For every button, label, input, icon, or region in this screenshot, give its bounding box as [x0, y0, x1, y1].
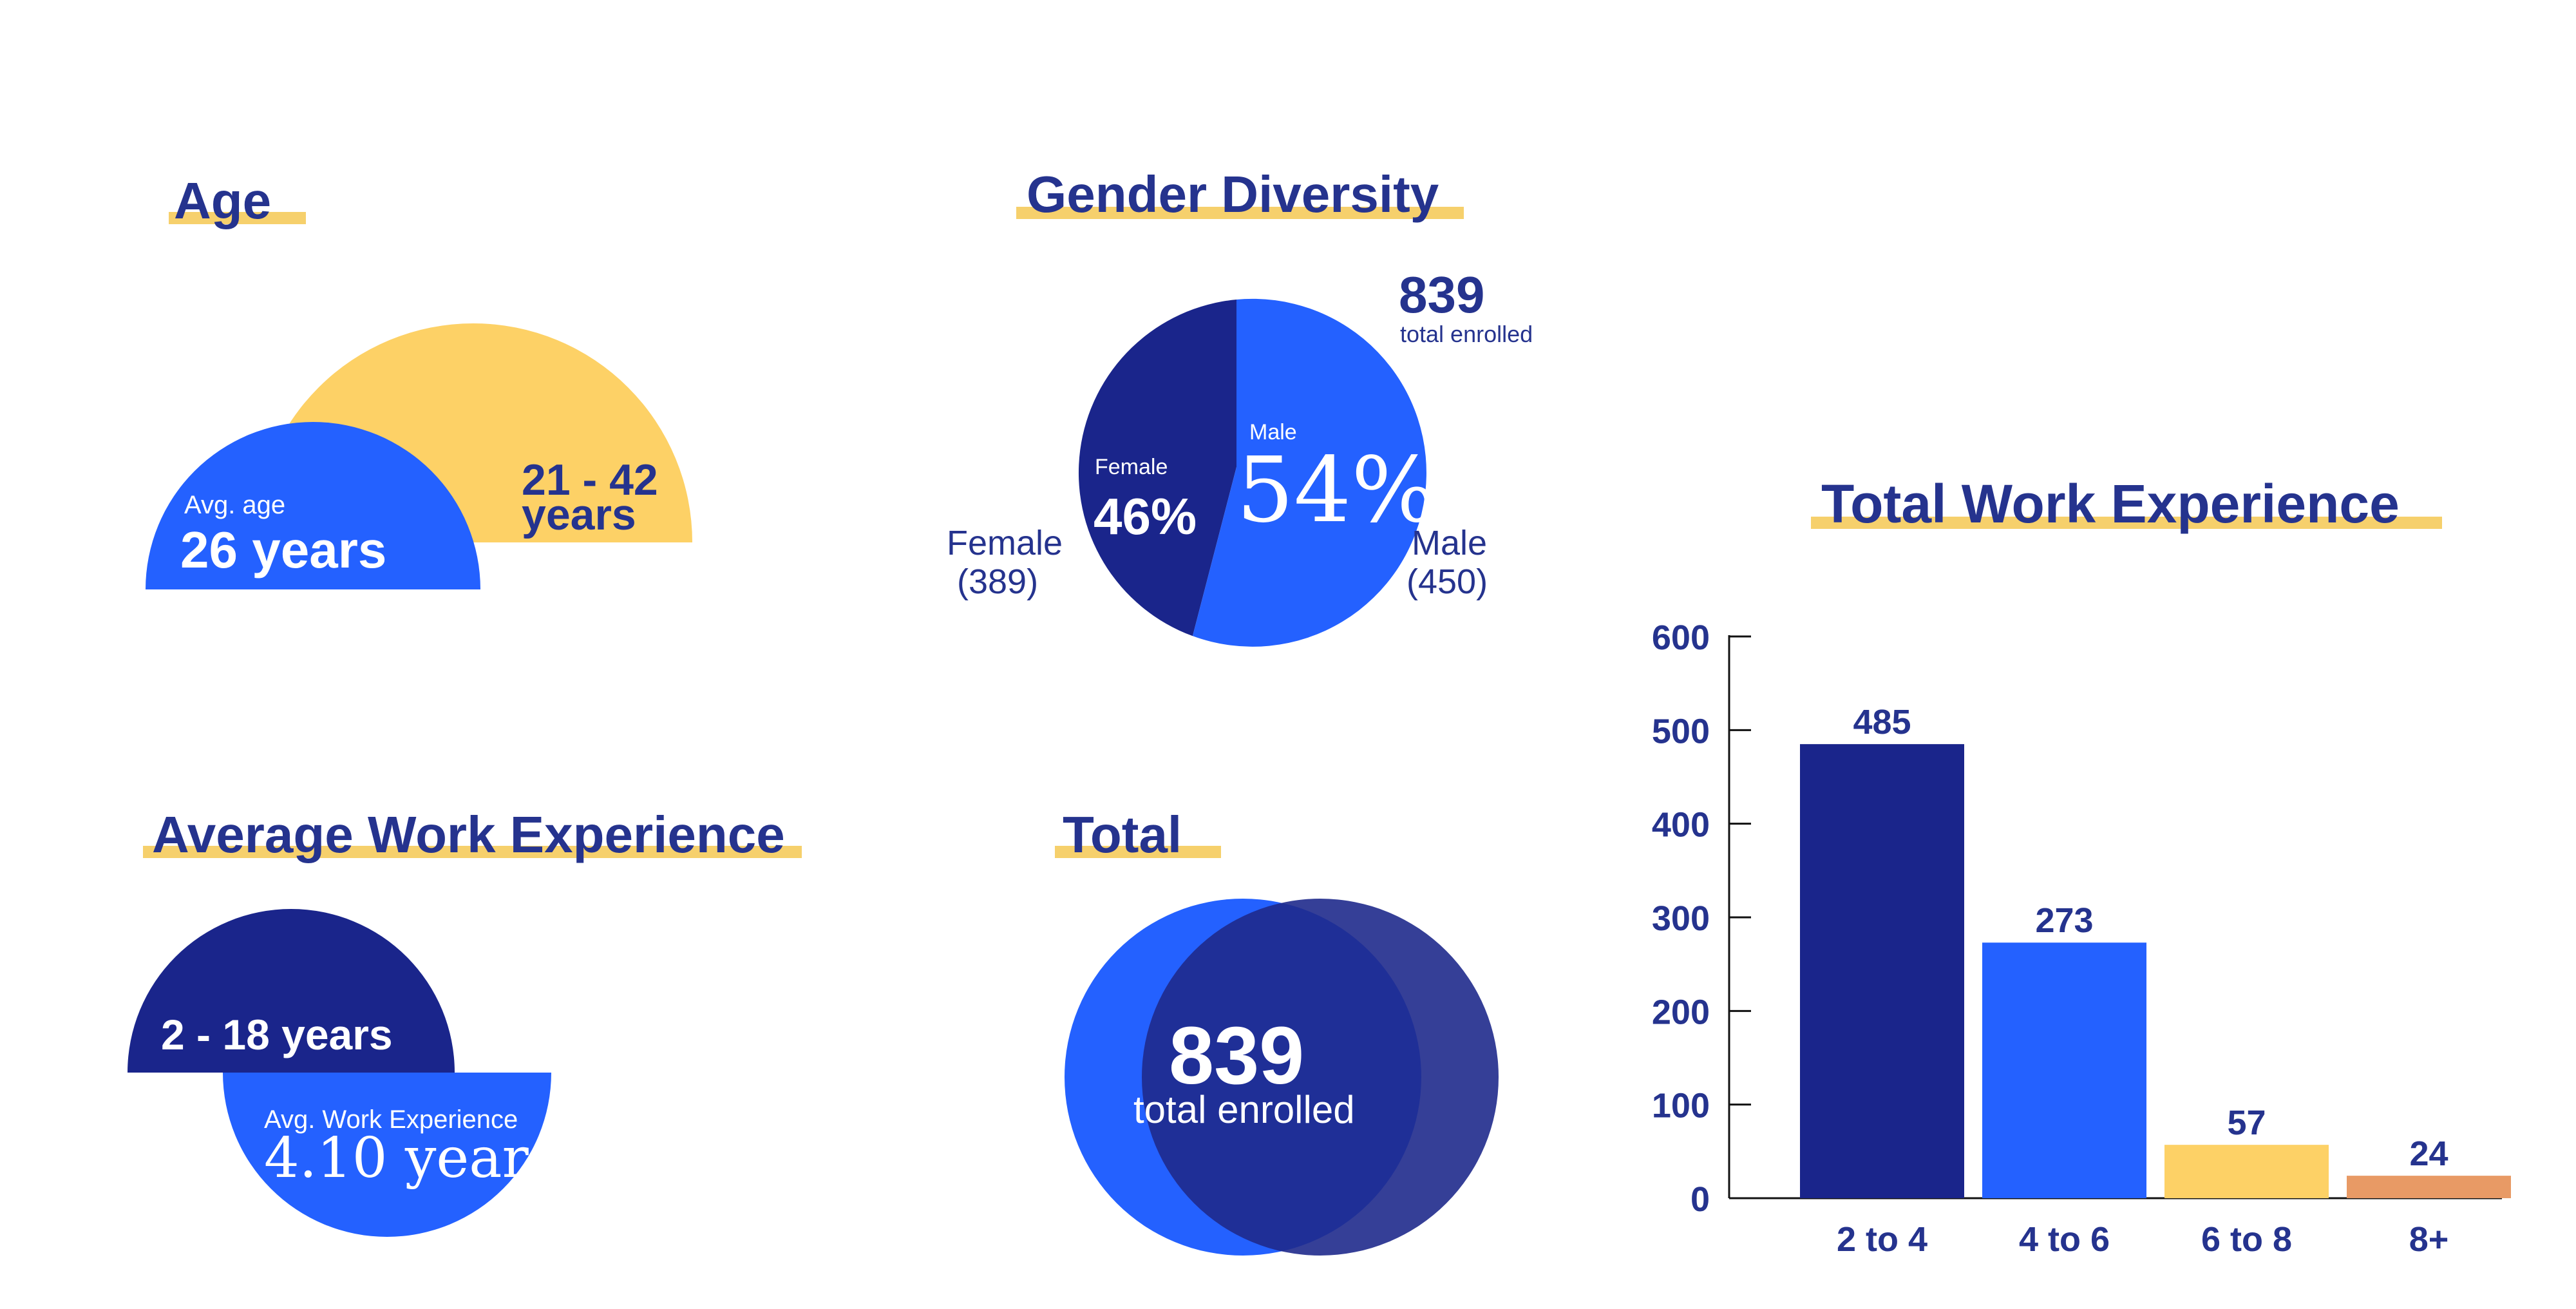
age-avg-value: 26 years: [180, 521, 387, 578]
age-avg-semicircle: [146, 422, 480, 589]
avg-work-range-semicircle: [128, 909, 455, 1073]
x-tick-label: 4 to 6: [2019, 1220, 2110, 1259]
bar-1: [1800, 744, 1964, 1198]
age-range-line1: 21 - 42: [522, 455, 658, 504]
bar-value-label: 57: [2227, 1104, 2266, 1142]
age-title: Age: [174, 172, 272, 229]
avg-work-avg-value: 4.10 years: [264, 1126, 557, 1190]
bar-2: [1982, 942, 2146, 1198]
age-avg-label: Avg. age: [184, 491, 286, 519]
gender-total-value: 839: [1399, 266, 1485, 323]
y-tick-label: 600: [1652, 618, 1710, 657]
bar-3: [2164, 1145, 2329, 1198]
pie-slice-male: [1192, 298, 1426, 647]
total-label: total enrolled: [1133, 1088, 1355, 1131]
gender-total-label: total enrolled: [1400, 321, 1533, 347]
female-outer-label: Female: [947, 524, 1063, 562]
avg-work-avg-label: Avg. Work Experience: [264, 1105, 518, 1134]
total-title-underline: [1055, 846, 1221, 858]
x-tick-label: 2 to 4: [1837, 1220, 1927, 1259]
total-title: Total: [1063, 806, 1182, 863]
bar-value-label: 24: [2409, 1134, 2448, 1173]
age-title-underline: [169, 212, 306, 224]
pie-male-inner-label: Male: [1249, 420, 1297, 444]
avg-work-avg-semicircle: [223, 1073, 551, 1237]
pie-slice-female: [1078, 300, 1236, 636]
bar-chart-ticks: 0 100 200 300 400 500 600: [1652, 618, 1751, 1219]
bar-chart-labels: 485 2 to 4 273 4 to 6 57 6 to 8 24 8+: [1837, 703, 2448, 1259]
pie-male-percent: 54%: [1236, 438, 1437, 543]
y-tick-label: 100: [1652, 1087, 1710, 1125]
female-count: (389): [957, 562, 1039, 601]
age-range-line2: years: [522, 490, 636, 539]
male-count: (450): [1406, 562, 1488, 601]
y-tick-label: 300: [1652, 899, 1710, 938]
y-tick-label: 0: [1690, 1180, 1710, 1219]
x-tick-label: 6 to 8: [2201, 1220, 2292, 1259]
total-venn: [1065, 899, 1499, 1256]
gender-title-underline: [1016, 207, 1464, 219]
total-value: 839: [1169, 1010, 1305, 1101]
pie-female-percent: 46%: [1094, 488, 1197, 545]
pie-female-inner-label: Female: [1095, 455, 1168, 479]
bar-value-label: 273: [2035, 901, 2093, 940]
avg-work-range: 2 - 18 years: [161, 1011, 393, 1058]
y-tick-label: 500: [1652, 712, 1710, 750]
venn-right-circle: [1142, 899, 1499, 1256]
bar-chart-bars: [1800, 744, 2511, 1198]
gender-title: Gender Diversity: [1027, 166, 1439, 223]
y-tick-label: 400: [1652, 806, 1710, 845]
x-tick-label: 8+: [2409, 1220, 2449, 1259]
bar-value-label: 485: [1853, 703, 1911, 741]
avg-work-title-underline: [143, 846, 802, 858]
gender-pie-chart: [1078, 298, 1426, 647]
male-outer-label: Male: [1412, 524, 1488, 562]
bar-4: [2347, 1176, 2511, 1198]
age-semicircles: [146, 323, 692, 589]
work-exp-title-underline: [1811, 517, 2442, 529]
avg-work-semicircles: [128, 909, 551, 1237]
work-exp-title: Total Work Experience: [1821, 473, 2400, 534]
y-tick-label: 200: [1652, 993, 1710, 1031]
avg-work-title: Average Work Experience: [152, 806, 785, 863]
